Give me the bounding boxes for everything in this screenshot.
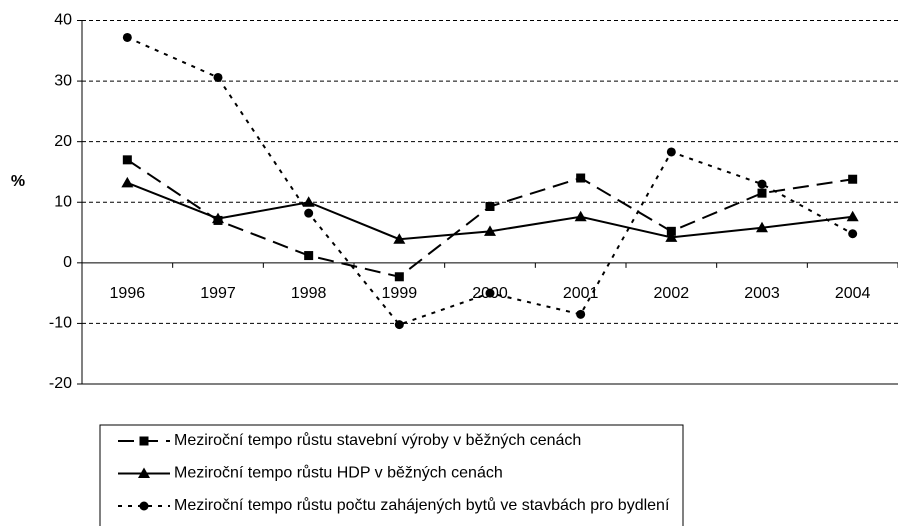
marker [121, 176, 134, 188]
y-tick-label: -20 [49, 375, 72, 392]
marker [576, 173, 586, 183]
marker [138, 467, 150, 478]
marker [139, 436, 149, 446]
x-tick-label: 2002 [654, 285, 690, 302]
y-axis-label: % [11, 173, 25, 190]
marker [213, 72, 223, 82]
marker [122, 155, 132, 165]
marker [484, 225, 496, 236]
legend-label: Meziroční tempo růstu počtu zahájených b… [174, 496, 670, 514]
marker [576, 309, 586, 319]
marker [666, 147, 676, 157]
marker [757, 188, 767, 198]
marker [665, 231, 678, 242]
marker [485, 288, 495, 298]
marker [393, 233, 406, 244]
marker [848, 229, 858, 239]
marker [302, 196, 315, 207]
marker [212, 212, 224, 224]
marker [846, 210, 859, 222]
marker [122, 32, 132, 42]
y-tick-label: 30 [54, 72, 72, 89]
marker [848, 174, 858, 184]
x-tick-label: 1996 [110, 285, 146, 302]
y-tick-label: 0 [63, 254, 72, 271]
marker [394, 320, 404, 330]
series-line [126, 36, 854, 326]
series-line [126, 159, 853, 278]
legend-label: Meziroční tempo růstu HDP v běžných cená… [174, 464, 503, 482]
marker [666, 226, 676, 236]
x-tick-label: 1999 [382, 285, 418, 302]
marker [574, 210, 587, 222]
x-tick-label: 2001 [563, 285, 599, 302]
x-tick-label: 2003 [744, 285, 780, 302]
marker [394, 272, 404, 282]
marker [139, 501, 149, 511]
x-tick-label: 1997 [200, 285, 236, 302]
x-tick-label: 1998 [291, 285, 327, 302]
y-tick-label: 40 [54, 12, 72, 29]
legend-label: Meziroční tempo růstu stavební výroby v … [174, 431, 581, 449]
marker [304, 251, 314, 261]
y-tick-label: 20 [54, 133, 72, 150]
legend-box [99, 424, 684, 531]
y-tick-label: 10 [54, 193, 72, 210]
y-tick-label: -10 [49, 315, 72, 332]
marker [485, 201, 495, 211]
x-tick-label: 2004 [835, 285, 871, 302]
marker [756, 221, 768, 233]
marker [757, 179, 767, 189]
marker [304, 208, 314, 218]
